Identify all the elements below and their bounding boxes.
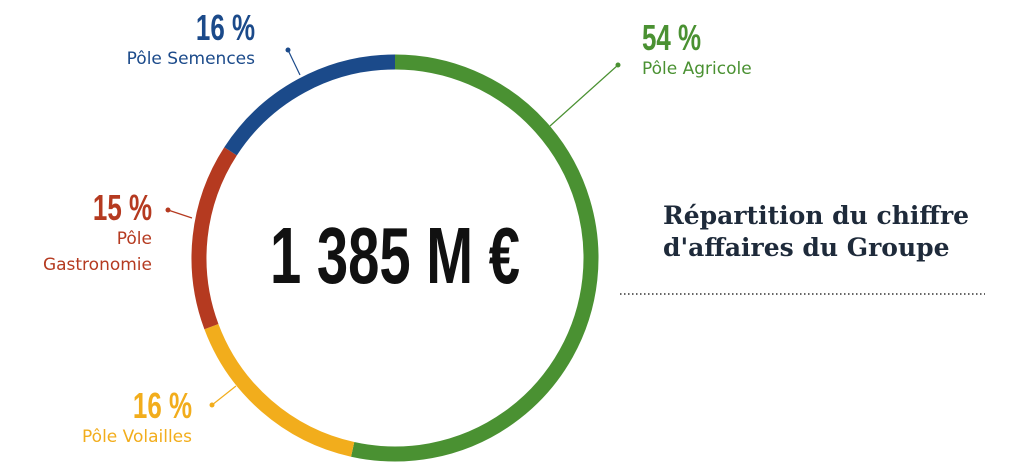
leader-line: [167, 209, 193, 219]
category-label: Pôle Volailles: [82, 427, 192, 447]
category-label: Pôle Agricole: [642, 59, 752, 79]
leader-line: [287, 49, 301, 76]
leader-dot: [209, 402, 215, 408]
leader-line: [211, 385, 237, 406]
title-line: d'affaires du Groupe: [663, 233, 950, 262]
center-label: 1 385 M €: [270, 211, 520, 300]
value-label: 16 %: [132, 385, 192, 426]
title-line: Répartition du chiffre: [663, 201, 970, 230]
category-label: Pôle Gastronomie: [42, 229, 152, 275]
leader-dot: [285, 47, 291, 53]
segment-label: 16 % Pôle Volailles: [52, 388, 192, 450]
donut-segment: [191, 147, 237, 330]
leader-dot: [165, 207, 171, 213]
segment-label: 15 % Pôle Gastronomie: [12, 190, 152, 278]
category-label: Pôle Semences: [126, 49, 255, 69]
value-label: 54 %: [642, 17, 702, 58]
leader-dot: [615, 62, 621, 68]
donut-segment: [351, 54, 599, 462]
leader-line: [549, 64, 619, 127]
segment-label: 54 % Pôle Agricole: [642, 20, 942, 82]
value-label: 15 %: [92, 187, 152, 228]
value-label: 16 %: [195, 7, 255, 48]
donut-segment: [204, 323, 355, 457]
segment-label: 16 % Pôle Semences: [55, 10, 255, 72]
donut-segment: [224, 54, 396, 156]
chart-title: Répartition du chiffre d'affaires du Gro…: [663, 200, 969, 264]
